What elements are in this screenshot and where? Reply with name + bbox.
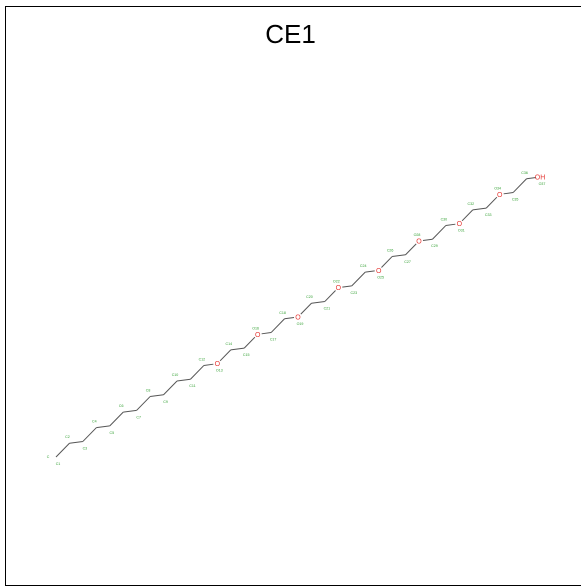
bond (392, 254, 406, 258)
bond (284, 317, 295, 320)
atom-index-label: C17 (270, 338, 277, 342)
atom-label: OH (535, 175, 546, 182)
atom-index-label: C20 (306, 295, 313, 299)
atom-label: O (295, 315, 301, 322)
atom-index-label: C30 (441, 217, 448, 221)
atom-index-label: O37 (539, 182, 546, 186)
bond (432, 225, 447, 240)
bond (381, 256, 393, 268)
atom-index-label: C5 (109, 431, 114, 435)
bond (219, 349, 232, 362)
atom-index-label: C6 (119, 404, 124, 408)
atom-index-label: C3 (83, 446, 88, 450)
bond (69, 440, 83, 444)
bond (163, 380, 178, 396)
bond (512, 178, 527, 193)
atom-index-label: C14 (225, 342, 232, 346)
bond (109, 411, 124, 427)
atom-index-label: O34 (494, 186, 501, 190)
plot-frame (5, 6, 581, 586)
bond (136, 396, 151, 411)
atom-index-label: O28 (414, 233, 421, 237)
bond (365, 270, 375, 273)
bond (485, 196, 498, 209)
bond (472, 207, 487, 211)
bond (526, 177, 537, 180)
bond (150, 394, 164, 398)
atom-label: O (457, 221, 463, 228)
atom-index-label: C11 (189, 384, 195, 388)
atom-index-label: C8 (146, 389, 151, 393)
bond (351, 271, 366, 287)
bond (230, 347, 245, 351)
atom-index-label: C2 (65, 435, 70, 439)
bond (300, 302, 312, 315)
atom-index-label: O19 (297, 322, 304, 326)
atom-index-label: C18 (279, 311, 286, 315)
bond (270, 318, 285, 333)
atom-index-label: C21 (324, 306, 331, 310)
bond (405, 243, 417, 256)
atom-index-label: C23 (350, 291, 357, 295)
atom-index-label: O22 (333, 280, 340, 284)
atom-index-label: C24 (360, 264, 367, 268)
bond (342, 285, 352, 288)
bond (503, 192, 514, 195)
atom-label: O (336, 285, 342, 292)
atom-index-label: C7 (136, 415, 141, 419)
terminal-carbon-label: C (47, 455, 50, 459)
molecule-title: CE1 (265, 19, 316, 49)
atom-label: O (376, 268, 382, 275)
bond (261, 332, 272, 335)
atom-index-label: C4 (92, 420, 97, 424)
bond (311, 300, 325, 304)
atom-label: O (255, 332, 261, 339)
atom-label: O (215, 361, 221, 368)
atom-index-label: C27 (404, 260, 411, 264)
bond (422, 238, 433, 241)
atom-index-label: C12 (199, 357, 206, 361)
atom-label: O (416, 239, 422, 246)
bond (96, 425, 110, 429)
atom-index-label: O16 (252, 326, 259, 330)
bond (176, 378, 191, 382)
atom-index-label: O31 (458, 229, 465, 233)
atom-index-label: C32 (467, 202, 474, 206)
atom-index-label: C9 (163, 400, 168, 404)
atom-index-label: O13 (216, 369, 223, 373)
atom-index-label: C29 (431, 244, 438, 248)
bond (243, 336, 256, 349)
bond (461, 209, 474, 222)
atom-index-label: C1 (56, 462, 61, 466)
atom-index-label: C15 (243, 353, 250, 357)
bond (82, 427, 97, 442)
atom-index-label: C35 (512, 198, 519, 202)
bond (445, 223, 456, 226)
atom-index-label: C10 (172, 373, 179, 377)
bond (123, 409, 137, 413)
atom-index-label: C33 (485, 213, 492, 217)
bond (324, 290, 336, 302)
atom-index-label: C36 (521, 171, 528, 175)
bond (190, 365, 205, 380)
bond (55, 442, 70, 458)
atom-index-label: O25 (377, 275, 384, 279)
bond (203, 363, 214, 366)
atom-label: O (497, 192, 503, 199)
atom-index-label: C26 (387, 249, 394, 253)
